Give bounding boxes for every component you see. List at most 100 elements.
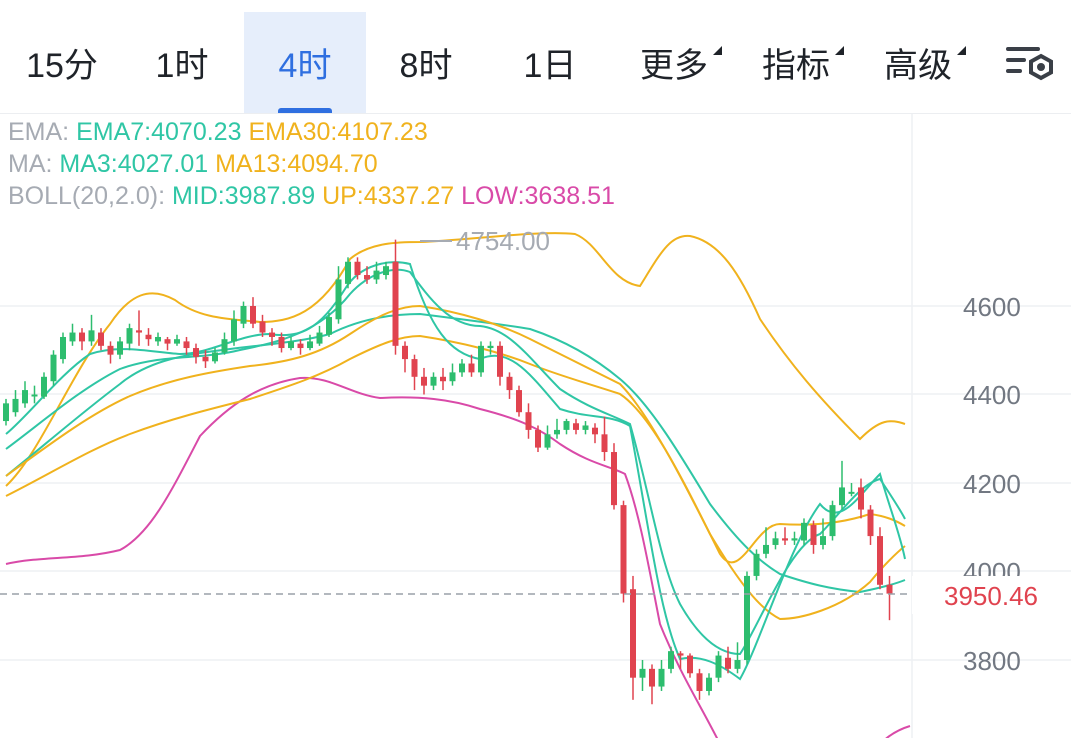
candle-body	[392, 261, 399, 346]
candle-body	[820, 536, 826, 545]
boll-low-line	[5, 376, 911, 738]
candle-body	[744, 575, 750, 660]
candle-body	[107, 345, 114, 355]
tab-label: 高级	[884, 47, 952, 85]
tab-more[interactable]: 更多	[624, 12, 724, 113]
tab-label-wrap: 指标	[762, 38, 844, 87]
candle-body	[174, 339, 180, 344]
candle-body	[696, 673, 703, 691]
candle-body	[858, 487, 864, 510]
candle-body	[326, 317, 332, 335]
candle-body	[706, 677, 712, 691]
candle-body	[193, 348, 199, 357]
candle-body	[839, 487, 845, 506]
candle-body	[772, 538, 779, 545]
candle-body	[307, 341, 313, 349]
y-tick: 3800	[963, 646, 1021, 676]
candle-body	[753, 553, 760, 576]
ema-label: EMA:	[8, 118, 70, 146]
candle-body	[611, 452, 617, 506]
boll-label: BOLL(20,2.0):	[8, 182, 166, 210]
boll-legend: BOLL(20,2.0): MID:3987.89 UP:4337.27 LOW…	[8, 182, 615, 211]
candle-body	[3, 403, 9, 422]
tab-label-wrap: 更多	[640, 38, 722, 87]
candle-body	[411, 359, 418, 377]
candle-body	[202, 356, 209, 362]
tab-1d[interactable]: 1日	[496, 12, 604, 113]
candle-body	[183, 341, 190, 349]
candle-body	[763, 544, 769, 554]
candle-body	[867, 509, 874, 537]
dropdown-triangle-icon	[713, 46, 722, 55]
candle-body	[487, 345, 494, 349]
ema7-line	[5, 268, 906, 656]
candle-body	[335, 279, 342, 320]
tab-4h[interactable]: 4时	[244, 12, 366, 113]
ma-label: MA:	[8, 150, 53, 178]
tab-label: 指标	[762, 47, 830, 85]
current-price-label: 3950.46	[944, 581, 1038, 611]
chart-settings-icon	[1006, 47, 1053, 81]
candle-body	[497, 345, 503, 377]
active-tab-indicator	[278, 108, 332, 113]
candle-body	[535, 429, 541, 448]
candle-body	[269, 332, 275, 337]
candle-body	[658, 668, 665, 687]
current-price-marker: 3950.46	[0, 576, 1071, 614]
candle-body	[136, 330, 142, 333]
candle-body	[31, 394, 38, 397]
ma3-line	[5, 261, 906, 681]
y-tick: 4600	[963, 292, 1021, 322]
ma13-value: MA13:4094.70	[215, 150, 378, 178]
tab-8h[interactable]: 8时	[372, 12, 480, 113]
tab-1h[interactable]: 1时	[128, 12, 236, 113]
boll-mid-value: MID:3987.89	[171, 182, 316, 210]
candle-body	[782, 538, 788, 541]
tab-label: 15分	[26, 47, 98, 85]
candle-body	[164, 339, 171, 344]
ma-legend: MA: MA3:4027.01 MA13:4094.70	[8, 150, 378, 179]
candle-body	[459, 363, 465, 373]
candle-body	[373, 270, 380, 280]
candle-body	[231, 319, 237, 342]
tab-advanced[interactable]: 高级	[868, 12, 968, 113]
candle-body	[383, 266, 389, 276]
candle-body	[117, 341, 123, 355]
tab-label: 1日	[523, 47, 577, 85]
boll-low-value: LOW:3638.51	[461, 182, 615, 210]
candle-body	[364, 275, 370, 280]
ema30-value: EMA30:4107.23	[248, 118, 428, 146]
candle-body	[440, 376, 446, 382]
tab-label: 4时	[278, 47, 332, 85]
dropdown-triangle-icon	[835, 46, 844, 55]
candle-body	[212, 352, 218, 362]
candle-body	[41, 376, 47, 397]
ema-legend: EMA: EMA7:4070.23 EMA30:4107.23	[8, 118, 428, 147]
y-tick: 4400	[963, 380, 1021, 410]
tab-label: 1时	[155, 47, 209, 85]
tab-15min[interactable]: 15分	[8, 12, 116, 113]
candle-body	[630, 589, 636, 678]
candle-body	[506, 376, 513, 391]
kline-chart[interactable]: 4600 4400 4200 4000 3800 4754.00	[0, 114, 1071, 738]
candle-body	[240, 306, 247, 324]
chart-settings-button[interactable]	[1004, 44, 1054, 84]
candle-body	[449, 372, 456, 382]
candlestick-canvas[interactable]: 4600 4400 4200 4000 3800 4754.00	[0, 114, 1071, 738]
ema7-value: EMA7:4070.23	[76, 118, 242, 146]
candle-body	[725, 657, 731, 669]
candle-body	[582, 425, 589, 430]
candle-body	[430, 376, 437, 386]
candle-body	[278, 336, 285, 349]
candle-body	[50, 354, 57, 382]
tab-indicators[interactable]: 指标	[746, 12, 846, 113]
candle-body	[297, 343, 304, 349]
candle-body	[525, 412, 532, 430]
ema30-line	[5, 334, 906, 621]
candle-body	[316, 332, 323, 344]
candle-body	[12, 398, 19, 413]
candle-body	[677, 653, 684, 656]
candle-body	[288, 341, 294, 349]
max-price-marker: 4754.00	[420, 226, 550, 256]
ma3-value: MA3:4027.01	[59, 150, 209, 178]
